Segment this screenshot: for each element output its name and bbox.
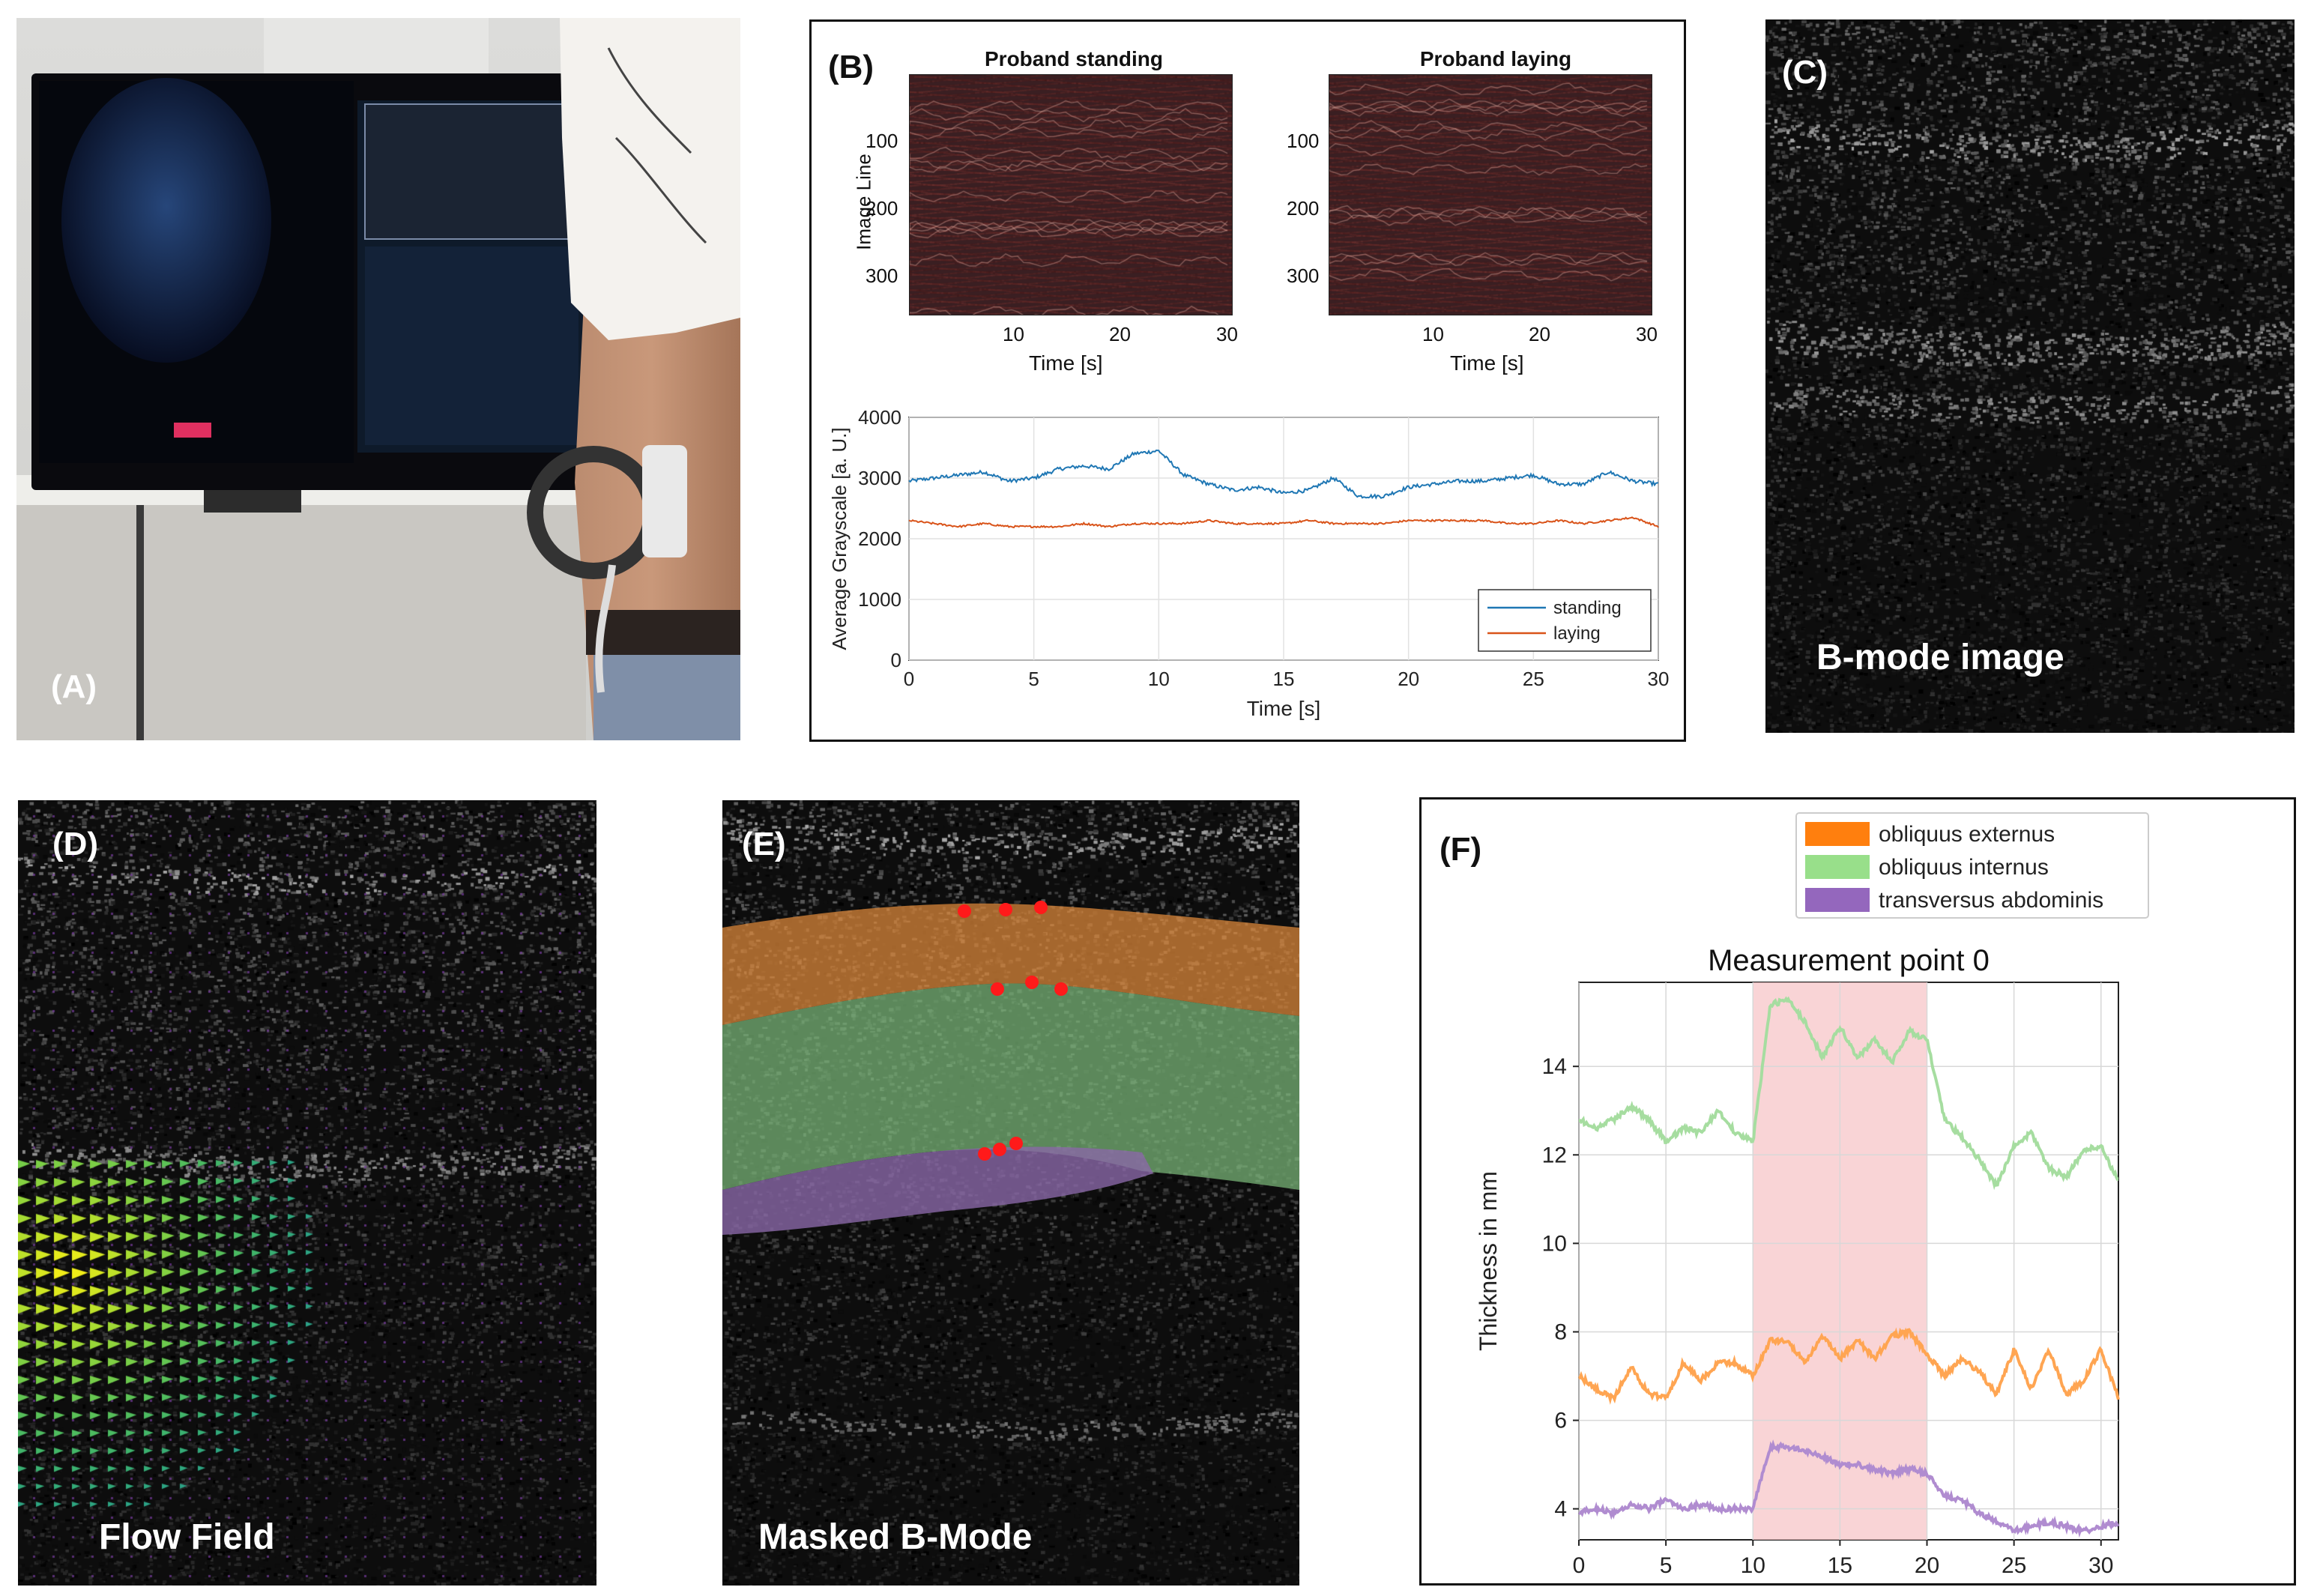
landmark-dot: [978, 1147, 991, 1161]
mask-transversus-abdominis: [722, 1146, 1153, 1235]
panel-b-label: (B): [828, 49, 874, 85]
y-tick-label: 12: [1542, 1143, 1567, 1167]
chart-title: Measurement point 0: [1708, 944, 1990, 977]
landmark-dot: [1054, 982, 1068, 996]
panel-e-label: (E): [742, 826, 786, 862]
legend-box: [1795, 812, 2149, 919]
panel-a-photo: (A): [16, 18, 740, 740]
legend-box: [1478, 589, 1652, 652]
heatmap-left-ytick: 200: [866, 197, 898, 220]
landmark-dot: [999, 903, 1012, 916]
flow-field-caption: Flow Field: [99, 1517, 275, 1557]
x-tick-label: 5: [1660, 1553, 1673, 1578]
x-axis-label: Time [s]: [1247, 697, 1321, 720]
grayscale-line-chart: 0 5 10 15 20 25 30 0 1000 2000 3000 4000 Time [s] Ave…: [828, 406, 1670, 720]
y-tick-label: 3000: [858, 467, 901, 489]
heatmap-right-xtick: 10: [1422, 323, 1444, 345]
x-tick-label: 0: [1573, 1553, 1586, 1578]
heatmap-right-xlabel: Time [s]: [1450, 351, 1524, 375]
panel-c-label: (C): [1782, 54, 1828, 91]
series-line-transversus-abdominis: [1578, 1439, 2120, 1538]
panel-f-label: (F): [1440, 831, 1482, 868]
heatmap-standing-title: Proband standing: [985, 47, 1163, 70]
heatmap-standing: [909, 74, 1233, 315]
legend-swatch: [1805, 888, 1870, 912]
series-line-obliquus-internus: [1578, 996, 2119, 1191]
bmode-caption: B-mode image: [1816, 638, 2064, 677]
series-line-laying: [908, 516, 1659, 529]
landmark-dot: [993, 1143, 1006, 1156]
heatmap-left-xtick: 20: [1109, 323, 1131, 345]
x-tick-label: 5: [1028, 668, 1039, 690]
muscle-masks: [722, 901, 1299, 1235]
y-tick-label: 1000: [858, 588, 901, 611]
x-tick-label: 20: [1398, 668, 1419, 690]
heatmap-left-ytick: 100: [866, 130, 898, 152]
panel-d-flow-field: (D) Flow Field: [18, 800, 596, 1586]
panel-e-masked-bmode: (E) Masked B-Mode: [722, 800, 1299, 1586]
x-tick-label: 15: [1828, 1553, 1852, 1578]
y-tick-label: 4: [1554, 1497, 1567, 1522]
landmark-dot: [1009, 1137, 1023, 1150]
mask-obliquus-internus: [722, 983, 1299, 1190]
mask-obliquus-externus: [722, 903, 1299, 1025]
x-tick-label: 20: [1915, 1553, 1939, 1578]
legend-entry: obliquus internus: [1879, 855, 2049, 880]
legend-entry: transversus abdominis: [1879, 888, 2103, 913]
x-tick-label: 30: [2088, 1553, 2113, 1578]
legend-entry: obliquus externus: [1879, 822, 2055, 847]
y-tick-label: 4000: [858, 406, 901, 429]
y-tick-label: 0: [891, 649, 901, 671]
thickness-line-chart: 0 5 10 15 20 25 30 4 6 8 10 12 14 Measurement point 0…: [1475, 812, 2149, 1583]
x-tick-label: 10: [1148, 668, 1170, 690]
landmark-dot: [991, 982, 1004, 996]
heatmap-laying-title: Proband laying: [1419, 47, 1572, 70]
heatmap-right-ytick: 200: [1287, 197, 1320, 220]
landmark-dot: [1025, 976, 1039, 989]
x-tick-label: 10: [1741, 1553, 1765, 1578]
heatmap-right-ytick: 300: [1287, 265, 1320, 287]
series-line-standing: [908, 449, 1659, 500]
x-tick-label: 0: [904, 668, 914, 690]
x-tick-label: 30: [1648, 668, 1670, 690]
heatmap-right-xtick: 30: [1636, 323, 1658, 345]
x-tick-label: 25: [2002, 1553, 2026, 1578]
y-tick-label: 8: [1554, 1320, 1567, 1344]
y-tick-label: 14: [1542, 1054, 1567, 1079]
landmark-dot: [958, 904, 971, 918]
heatmap-right-ytick: 100: [1287, 130, 1320, 152]
heatmap-left-xtick: 10: [1003, 323, 1024, 345]
ultrasound-texture-icon: [1765, 19, 2295, 733]
photo-icon: [16, 18, 740, 740]
panel-f: (F) 0 5 10 15 20 25 30 4 6 8 10 12 14 Measurement poi…: [1419, 797, 2296, 1586]
heatmap-left-xtick: 30: [1216, 323, 1238, 345]
heatmap-right-xtick: 20: [1529, 323, 1550, 345]
panel-d-label: (D): [52, 826, 99, 862]
y-axis-label: Average Grayscale [a. U.]: [828, 427, 851, 650]
x-tick-label: 15: [1273, 668, 1295, 690]
legend-entry: laying: [1553, 623, 1601, 644]
panel-b: (B) Proband standing Proband laying Imag…: [809, 19, 1686, 742]
y-tick-label: 2000: [858, 528, 901, 550]
heatmap-left-ytick: 300: [866, 265, 898, 287]
flow-arrow-icon: [18, 800, 596, 1586]
panel-a-label: (A): [51, 668, 97, 705]
series-line-obliquus-externus: [1578, 1327, 2120, 1405]
legend-entry: standing: [1553, 598, 1622, 618]
y-tick-label: 10: [1542, 1231, 1567, 1256]
x-tick-label: 25: [1523, 668, 1544, 690]
y-tick-label: 6: [1554, 1409, 1567, 1433]
heatmap-left-xlabel: Time [s]: [1029, 351, 1103, 375]
landmark-dot: [1034, 901, 1048, 914]
masked-bmode-caption: Masked B-Mode: [758, 1517, 1033, 1557]
legend-swatch: [1805, 855, 1870, 879]
legend-swatch: [1805, 822, 1870, 846]
y-axis-label: Thickness in mm: [1475, 1171, 1502, 1351]
heatmap-laying: [1329, 74, 1652, 315]
panel-c-bmode: (C) B-mode image: [1765, 19, 2295, 733]
